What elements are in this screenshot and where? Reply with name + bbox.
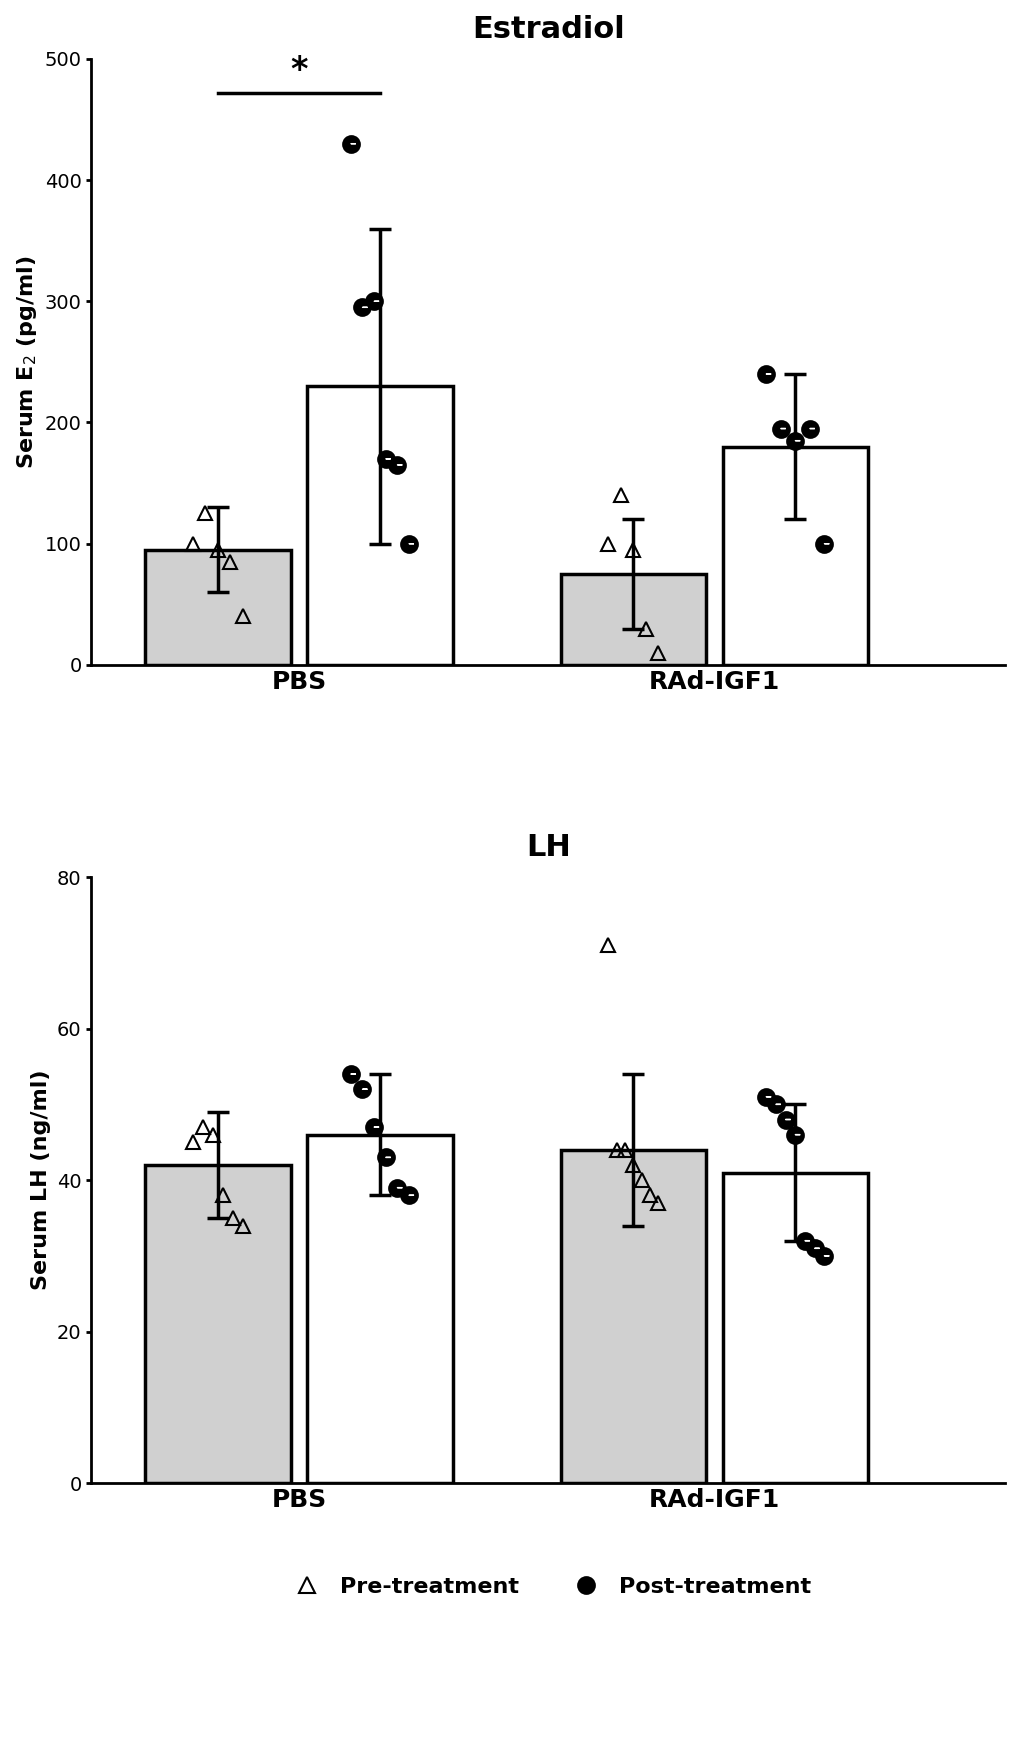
Bar (145, 1164, 290, 1484)
Title: LH: LH (525, 833, 570, 863)
Bar (560, 1150, 705, 1484)
Bar (721, 1173, 867, 1484)
Text: *: * (290, 53, 308, 86)
Bar (560, 573, 705, 665)
Bar (721, 446, 867, 665)
Bar (307, 386, 452, 665)
Bar (307, 1134, 452, 1484)
Y-axis label: Serum LH (ng/ml): Serum LH (ng/ml) (32, 1069, 51, 1289)
Bar (145, 550, 290, 665)
Legend: Pre-treatment, Post-treatment: Pre-treatment, Post-treatment (275, 1568, 819, 1605)
Y-axis label: Serum E$_2$ (pg/ml): Serum E$_2$ (pg/ml) (15, 256, 39, 469)
Title: Estradiol: Estradiol (472, 16, 624, 44)
